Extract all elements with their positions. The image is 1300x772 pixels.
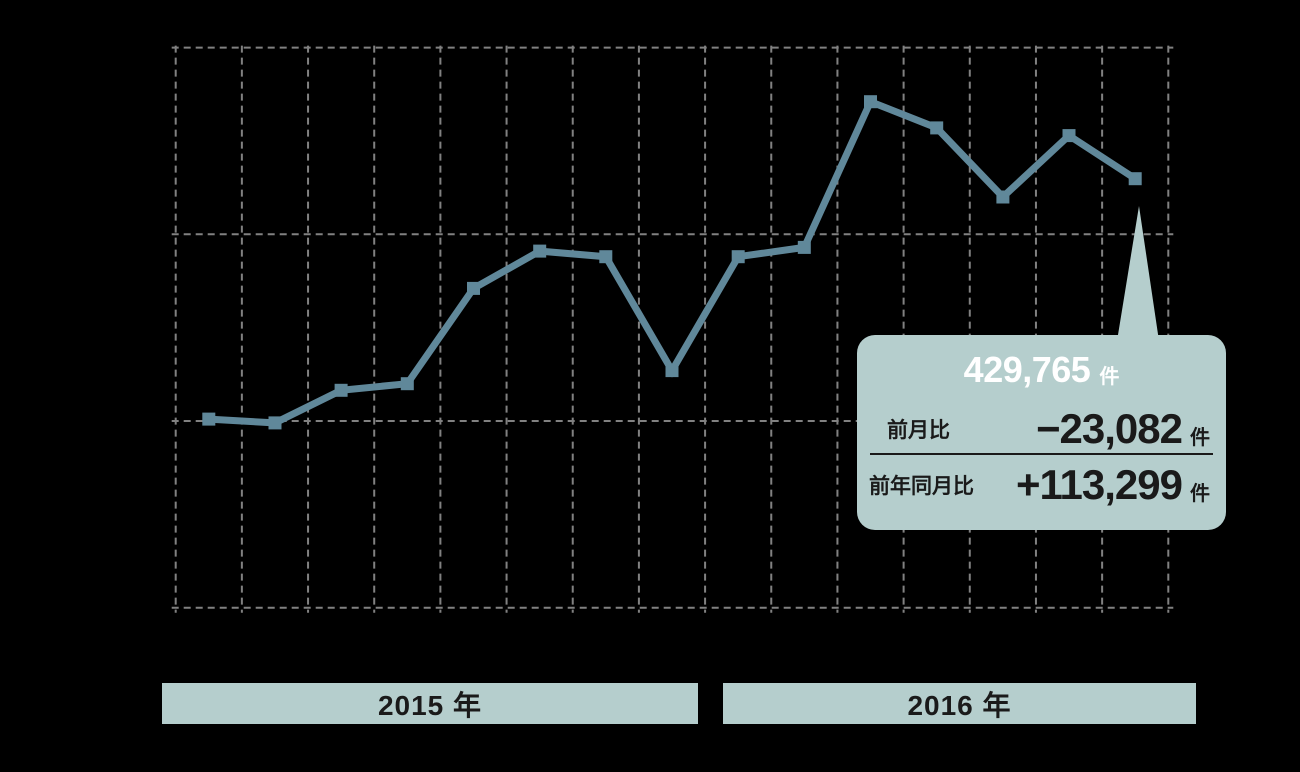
data-point-marker <box>864 95 877 109</box>
data-point-marker <box>202 412 216 426</box>
mom-row: 前月比 −23,082 件 <box>887 405 1210 453</box>
year-band-2016-label: 2016 年 <box>907 689 1012 721</box>
year-band-2016: 2016 年 <box>723 683 1196 724</box>
year-band-2015-label: 2015 年 <box>377 689 483 721</box>
data-point-marker <box>731 250 745 264</box>
callout-total-row: 429,765 件 <box>857 348 1226 392</box>
callout-pointer-icon <box>1117 206 1159 341</box>
callout-total-value: 429,765 <box>963 349 1091 390</box>
year-band-2015: 2015 年 <box>162 683 698 724</box>
data-point-marker <box>533 244 547 258</box>
mom-label: 前月比 <box>887 419 950 442</box>
yoy-label: 前年同月比 <box>869 475 974 498</box>
data-point-marker <box>1128 172 1142 186</box>
data-point-marker <box>930 121 944 135</box>
data-point-marker <box>665 364 679 378</box>
callout: 429,765 件 前月比 −23,082 件 前年同月比 +113,299 件 <box>857 335 1226 530</box>
callout-total-unit: 件 <box>1099 365 1120 388</box>
data-point-marker <box>1062 129 1076 143</box>
data-point-marker <box>334 383 348 397</box>
mom-value: −23,082 <box>1036 405 1183 452</box>
data-point-marker <box>797 240 811 254</box>
yoy-unit: 件 <box>1190 482 1210 505</box>
data-point-marker <box>467 281 480 295</box>
data-point-markers <box>202 95 1142 430</box>
data-point-marker <box>599 250 613 264</box>
mom-unit: 件 <box>1190 426 1210 449</box>
data-point-marker <box>268 416 282 430</box>
yoy-row: 前年同月比 +113,299 件 <box>869 459 1210 511</box>
yoy-value: +113,299 <box>1015 461 1183 508</box>
callout-divider <box>870 453 1213 455</box>
data-point-marker <box>996 190 1010 204</box>
data-point-marker <box>400 377 414 391</box>
